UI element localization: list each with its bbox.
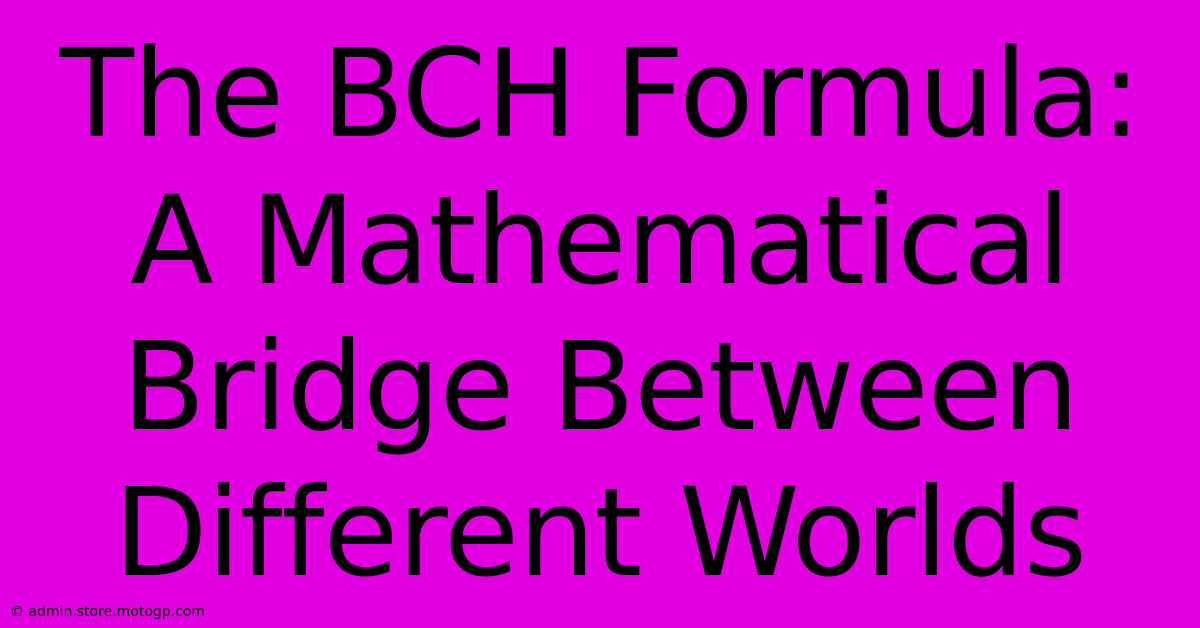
main-title: The BCH Formula: A Mathematical Bridge B… [0,0,1200,628]
attribution-text: © admin.store.motogp.com [10,604,205,620]
title-text: The BCH Formula: A Mathematical Bridge B… [0,21,1200,607]
